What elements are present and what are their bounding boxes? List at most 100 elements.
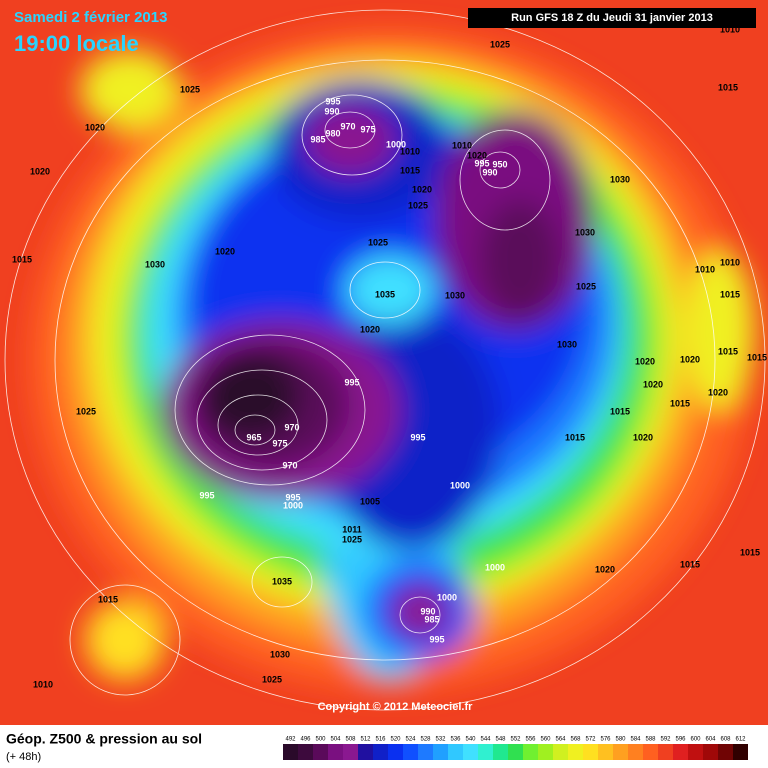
pressure-label: 970 xyxy=(284,422,299,432)
legend-label: 560 xyxy=(540,737,551,743)
pressure-label: 1030 xyxy=(270,649,290,659)
legend-swatch xyxy=(373,744,388,760)
pressure-label: 1020 xyxy=(215,246,235,256)
pressure-label: 1015 xyxy=(565,432,585,442)
pressure-label: 1020 xyxy=(633,432,653,442)
legend-swatch xyxy=(343,744,358,760)
pressure-label: 1000 xyxy=(283,500,303,510)
pressure-label: 1010 xyxy=(720,257,740,267)
legend-label: 528 xyxy=(420,737,431,743)
pressure-label: 1030 xyxy=(145,259,165,269)
legend-label: 556 xyxy=(525,737,536,743)
pressure-label: 1000 xyxy=(386,139,406,149)
legend-swatch xyxy=(718,744,733,760)
pressure-label: 1030 xyxy=(610,174,630,184)
pressure-label: 995 xyxy=(429,634,444,644)
pressure-label: 1015 xyxy=(400,165,420,175)
product: Géop. Z500 & pression au sol xyxy=(6,731,202,747)
pressure-label: 1015 xyxy=(680,559,700,569)
local-time: 19:00 locale xyxy=(14,31,139,56)
pressure-label: 1010 xyxy=(695,264,715,274)
legend-swatch xyxy=(628,744,643,760)
pressure-label: 1010 xyxy=(33,679,53,689)
pressure-label: 1035 xyxy=(272,576,292,586)
pressure-label: 1020 xyxy=(85,122,105,132)
pressure-label: 1020 xyxy=(708,387,728,397)
legend-swatch xyxy=(283,744,298,760)
pressure-label: 1030 xyxy=(575,227,595,237)
legend-swatch xyxy=(568,744,583,760)
legend-label: 524 xyxy=(405,737,416,743)
legend-swatch xyxy=(358,744,373,760)
pressure-label: 1010 xyxy=(720,24,740,34)
pressure-label: 980 xyxy=(325,128,340,138)
color-legend: 492 496 500 504 508 512 516 520 524 528 532 536 540 5… xyxy=(283,737,748,760)
legend-label: 600 xyxy=(690,737,701,743)
legend-swatch xyxy=(463,744,478,760)
legend-swatch xyxy=(538,744,553,760)
pressure-label: 1005 xyxy=(360,496,380,506)
legend-label: 492 xyxy=(285,737,296,743)
pressure-label: 975 xyxy=(272,438,287,448)
legend-label: 612 xyxy=(735,737,746,743)
pressure-label: 990 xyxy=(482,167,497,177)
legend-swatch xyxy=(403,744,418,760)
pressure-label: 1020 xyxy=(595,564,615,574)
copyright: Copyright © 2012 Meteociel.fr xyxy=(318,701,474,713)
pressure-label: 995 xyxy=(285,492,300,502)
pressure-label: 1035 xyxy=(375,289,395,299)
legend-swatch xyxy=(643,744,658,760)
pressure-label: 970 xyxy=(282,460,297,470)
pressure-label: 985 xyxy=(424,614,439,624)
pressure-label: 985 xyxy=(310,134,325,144)
run-box xyxy=(468,8,756,28)
legend-swatch xyxy=(583,744,598,760)
legend-swatch xyxy=(313,744,328,760)
pressure-label: 1020 xyxy=(467,150,487,160)
pressure-label: 1015 xyxy=(670,398,690,408)
pressure-label: 975 xyxy=(360,124,375,134)
pressure-label: 1020 xyxy=(680,354,700,364)
pressure-label: 965 xyxy=(246,432,261,442)
pressure-label: 995 xyxy=(410,432,425,442)
legend-swatch xyxy=(553,744,568,760)
pressure-label: 1011 xyxy=(342,524,362,534)
legend-swatch xyxy=(613,744,628,760)
run-info: Run GFS 18 Z du Jeudi 31 janvier 2013 xyxy=(511,12,713,24)
pressure-label: 995 xyxy=(199,490,214,500)
legend-label: 504 xyxy=(330,737,341,743)
pressure-label: 950 xyxy=(492,159,507,169)
legend-label: 500 xyxy=(315,737,326,743)
legend-swatch xyxy=(688,744,703,760)
legend-label: 588 xyxy=(645,737,656,743)
legend-label: 536 xyxy=(450,737,461,743)
pressure-label: 1020 xyxy=(360,324,380,334)
pressure-label: 1025 xyxy=(408,200,428,210)
legend-label: 540 xyxy=(465,737,476,743)
pressure-label: 1015 xyxy=(747,352,767,362)
pressure-label: 1025 xyxy=(368,237,388,247)
pressure-label: 1025 xyxy=(490,39,510,49)
legend-swatch xyxy=(658,744,673,760)
pressure-label: 1000 xyxy=(485,562,505,572)
pressure-label: 1015 xyxy=(720,289,740,299)
legend-label: 532 xyxy=(435,737,446,743)
legend-label: 496 xyxy=(300,737,311,743)
legend-swatch xyxy=(703,744,718,760)
pressure-label: 1025 xyxy=(180,84,200,94)
legend-label: 596 xyxy=(675,737,686,743)
pressure-label: 1015 xyxy=(740,547,760,557)
pressure-label: 1030 xyxy=(445,290,465,300)
legend-swatch xyxy=(733,744,748,760)
legend-swatch xyxy=(508,744,523,760)
legend-label: 572 xyxy=(585,737,596,743)
legend-swatch xyxy=(523,744,538,760)
pressure-label: 1010 xyxy=(452,140,472,150)
pressure-label: 995 xyxy=(344,377,359,387)
legend-swatch xyxy=(478,744,493,760)
pressure-label: 995 xyxy=(474,158,489,168)
legend-label: 508 xyxy=(345,737,356,743)
legend-swatch xyxy=(673,744,688,760)
pressure-label: 1025 xyxy=(76,406,96,416)
